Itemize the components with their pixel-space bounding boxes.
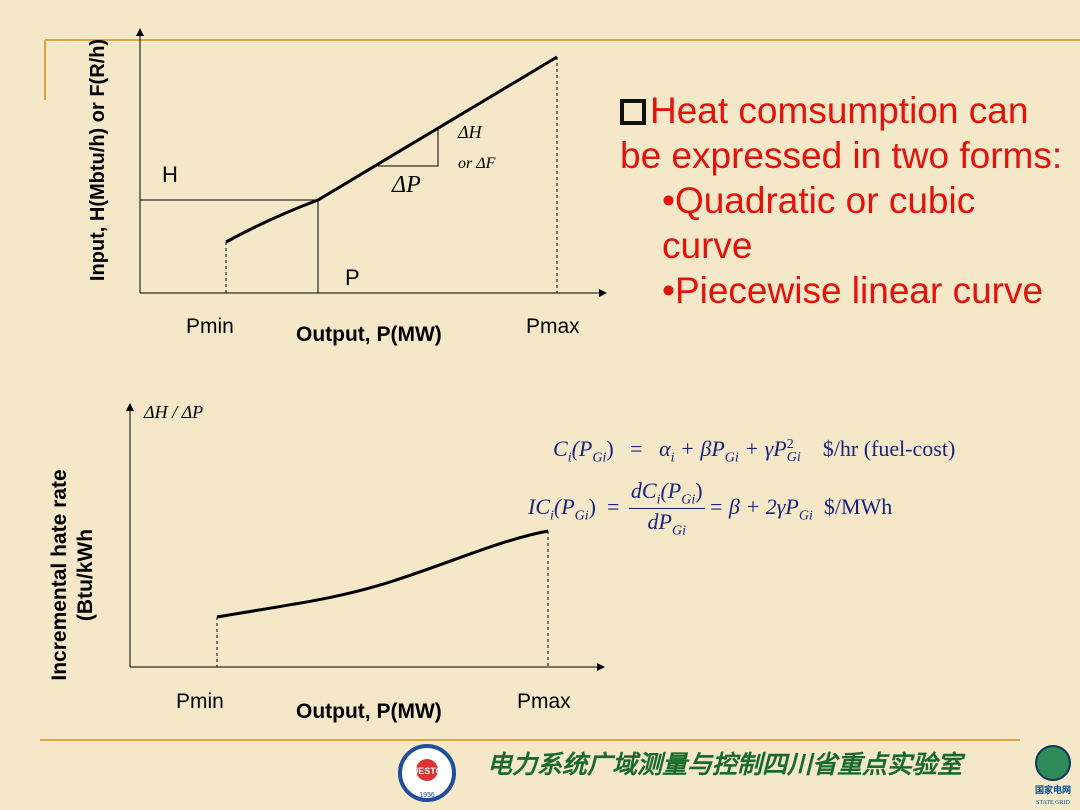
eq-sub: i (550, 508, 554, 524)
eq-sub: Gi (592, 450, 607, 466)
eq-text: C (553, 436, 568, 461)
eq-text: + βP (674, 436, 725, 461)
dh-label: ΔH (457, 122, 483, 142)
curve (216, 529, 549, 619)
p-label: P (345, 265, 360, 290)
heading: Heat comsumption can be expressed in two… (620, 90, 1063, 176)
logo-left-text: UESTC (412, 766, 443, 776)
eq-text: dP (647, 509, 672, 535)
y-title: ΔH / ΔP (143, 402, 203, 422)
lab-name: 电力系统广域测量与控制四川省重点实验室 (487, 750, 966, 779)
pmin-label: Pmin (176, 690, 224, 713)
equation-1: Ci(PGi) = αi + βPGi + γP 2 Gi $/hr (fuel-c… (553, 436, 955, 466)
eq-sub: i (670, 450, 675, 466)
eq-sub: i (567, 450, 572, 466)
pmax-label: Pmax (526, 315, 580, 338)
bullet: •Piecewise linear curve (662, 270, 1044, 311)
eq-sub: Gi (671, 523, 686, 539)
eq-text: α (659, 436, 671, 461)
eq-sub: Gi (724, 450, 739, 466)
pmin-label: Pmin (186, 315, 234, 338)
y-axis-label: Incremental hate rate (48, 469, 71, 680)
logo-left-core (416, 759, 438, 781)
eq-text: = β + 2γP (708, 493, 799, 519)
fraction: dCi(PGi) dPGi (628, 478, 705, 540)
eq-text: IC (528, 493, 550, 519)
eq-sub: i (656, 492, 661, 508)
eq-text: (P (553, 493, 575, 519)
text-block: Heat comsumption can be expressed in two… (620, 88, 1070, 313)
logo-right-en: STATE GRID (1036, 800, 1070, 806)
dp-label: ΔP (391, 172, 421, 198)
logo-left-year: 1956 (419, 792, 435, 799)
eq-text: = (606, 493, 620, 519)
eq-sub: Gi (798, 508, 813, 524)
eq-unit: $/hr (fuel-cost) (822, 436, 956, 461)
eq-sup: 2 (786, 436, 794, 452)
x-axis-label: Output, P(MW) (296, 323, 442, 346)
eq-text: ) (606, 436, 614, 461)
logo-right (1035, 745, 1071, 781)
eq-text: ) (695, 478, 703, 503)
h-label: H (162, 162, 178, 187)
x-axis-label: Output, P(MW) (296, 700, 442, 723)
eq-sub: Gi (574, 508, 589, 524)
eq-text: (P (660, 478, 682, 503)
eq-text: + γP (738, 436, 787, 461)
logo-right-cn: 国家电网 (1035, 784, 1071, 796)
equation-2: ICi(PGi) = dCi(PGi) dPGi = β + 2γPGi $/MWh (528, 478, 892, 540)
top-chart (136, 28, 607, 297)
df-label: or ΔF (458, 155, 496, 172)
eq-unit: $/MWh (823, 493, 893, 519)
pmax-label: Pmax (517, 690, 571, 713)
bullet-box (620, 99, 646, 125)
eq-sub: Gi (681, 492, 696, 508)
eq-text: ) (588, 493, 596, 519)
eq-sub: Gi (786, 449, 801, 465)
y-axis-label: (Btu/kWh (74, 529, 97, 621)
eq-text: dC (630, 478, 657, 503)
eq-text: (P (571, 436, 593, 461)
eq-text: = (630, 436, 643, 461)
slope-triangle (378, 128, 439, 167)
bullet: •Quadratic or cubic curve (662, 180, 976, 266)
bottom-chart (126, 403, 605, 671)
y-axis-label: Input, H(Mbtu/h) or F(R/h) (87, 39, 109, 281)
curve (225, 55, 558, 244)
